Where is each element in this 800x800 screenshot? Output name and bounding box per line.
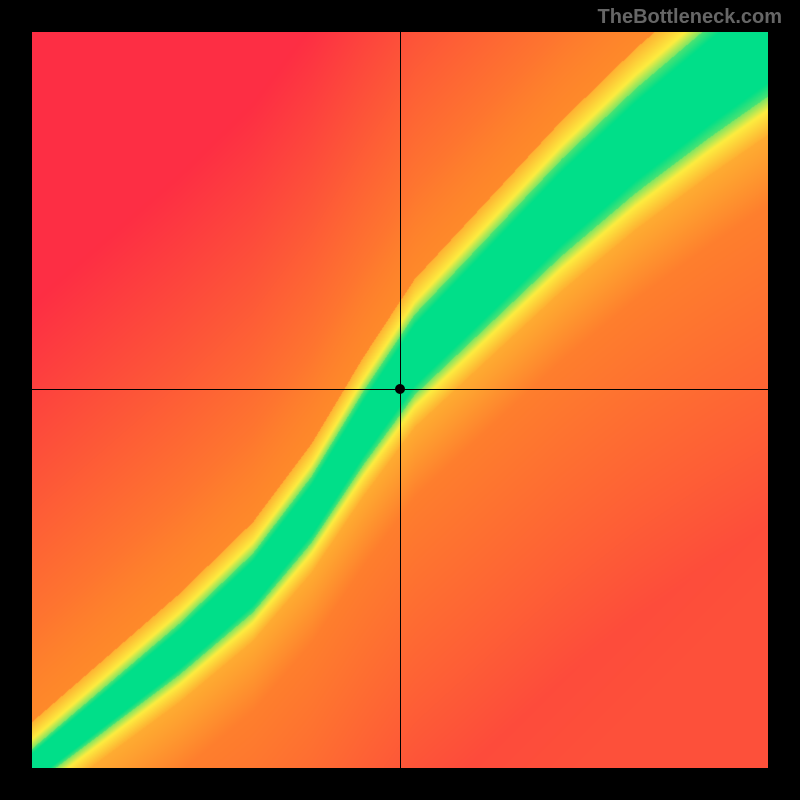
watermark-text: TheBottleneck.com — [598, 6, 782, 29]
heatmap-plot — [32, 32, 768, 768]
crosshair-vertical — [400, 32, 401, 768]
crosshair-marker-dot — [395, 384, 405, 394]
